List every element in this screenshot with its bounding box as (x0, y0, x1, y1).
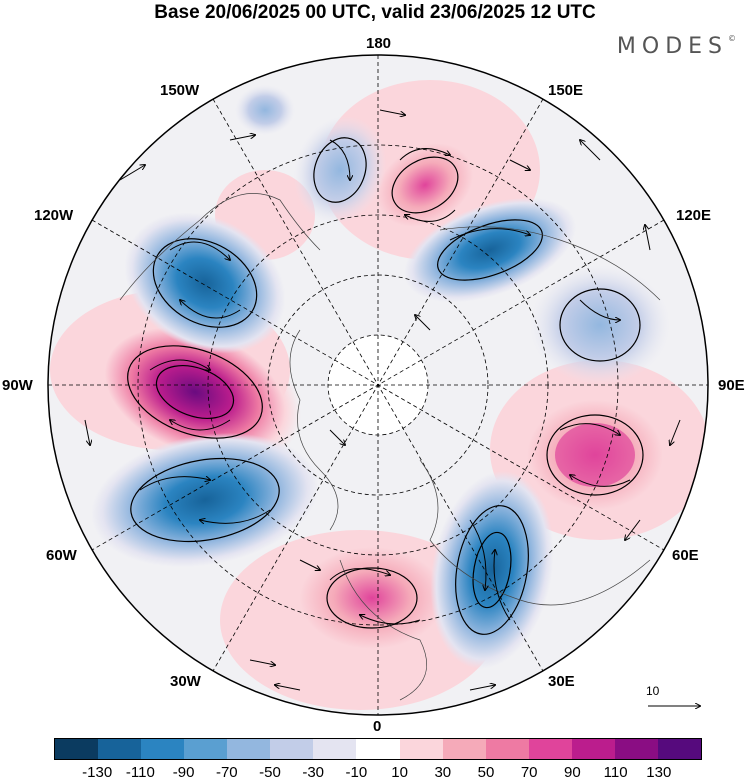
modes-logo: MODES© (617, 34, 736, 59)
colorbar-tick-label: 70 (520, 764, 538, 781)
colorbar-tick-label: -130 (82, 764, 113, 781)
colorbar-tick-label: 90 (564, 764, 581, 781)
colorbar-swatch (528, 739, 572, 759)
anomaly-field (48, 55, 708, 715)
positive-center-160e (368, 135, 482, 235)
contours (127, 137, 644, 635)
colorbar-swatch (399, 739, 443, 759)
negative-center-25e (430, 470, 554, 670)
colorbar-swatch (55, 739, 99, 759)
colorbar-tick-label: 10 (391, 764, 408, 781)
colorbar-tick-label: -70 (215, 764, 238, 781)
colorbar-tick-label: 110 (603, 764, 628, 781)
negative-center-165w (293, 116, 387, 224)
colorbar-swatch (442, 739, 486, 759)
lon-label-90e: 90E (718, 377, 745, 394)
colorbar-swatch (184, 739, 228, 759)
colorbar-swatch (485, 739, 529, 759)
colorbar-tick-label: -10 (345, 764, 368, 781)
negative-center-150w (235, 85, 295, 135)
colorbar-swatch (356, 739, 400, 759)
lon-label-0: 0 (373, 718, 382, 735)
colorbar-swatch (141, 739, 185, 759)
positive-center-10w (287, 538, 457, 658)
meridians (48, 55, 708, 715)
colorbar-ticks: -130 -110 -90 -70 -50 -30 -10 10 30 50 70 90 110 130 (54, 764, 702, 782)
lon-label-120w: 120W (34, 207, 74, 224)
colorbar-swatch (227, 739, 271, 759)
colorbar-swatch (270, 739, 314, 759)
colorbar-tick-label: 130 (646, 764, 672, 781)
colorbar-tick-label: -90 (172, 764, 195, 781)
lon-label-120e: 120E (676, 207, 712, 224)
colorbar-swatch (98, 739, 142, 759)
map-title: Base 20/06/2025 00 UTC, valid 23/06/2025… (154, 2, 596, 23)
lon-label-150w: 150W (160, 82, 200, 99)
lon-label-60e: 60E (672, 547, 699, 564)
coastlines (119, 193, 661, 701)
lon-label-30e: 30E (548, 673, 575, 690)
colorbar-tick-label: 50 (477, 764, 495, 781)
lon-label-30w: 30W (170, 673, 201, 690)
colorbar (54, 738, 702, 760)
colorbar-swatch (571, 739, 615, 759)
lon-label-90w: 90W (2, 377, 33, 394)
copyright-mark: © (728, 34, 736, 43)
colorbar-tick-label: 30 (434, 764, 452, 781)
colorbar-tick-label: -30 (302, 764, 325, 781)
lon-label-150e: 150E (548, 82, 584, 99)
lon-label-180: 180 (366, 35, 392, 52)
lon-label-60w: 60W (46, 547, 77, 564)
colorbar-swatch (313, 739, 357, 759)
colorbar-swatch (657, 739, 701, 759)
map-border (47, 54, 709, 716)
reference-vector-label: 10 (646, 684, 660, 698)
wind-vectors (84, 109, 681, 691)
colorbar-swatch (614, 739, 658, 759)
negative-center-110e (530, 265, 670, 385)
positive-center-70e-core (555, 423, 635, 487)
logo-text: MODES (616, 34, 728, 59)
colorbar-tick-label: -50 (259, 764, 281, 781)
negative-center-110w (124, 212, 286, 354)
colorbar-tick-label: -110 (125, 764, 155, 781)
